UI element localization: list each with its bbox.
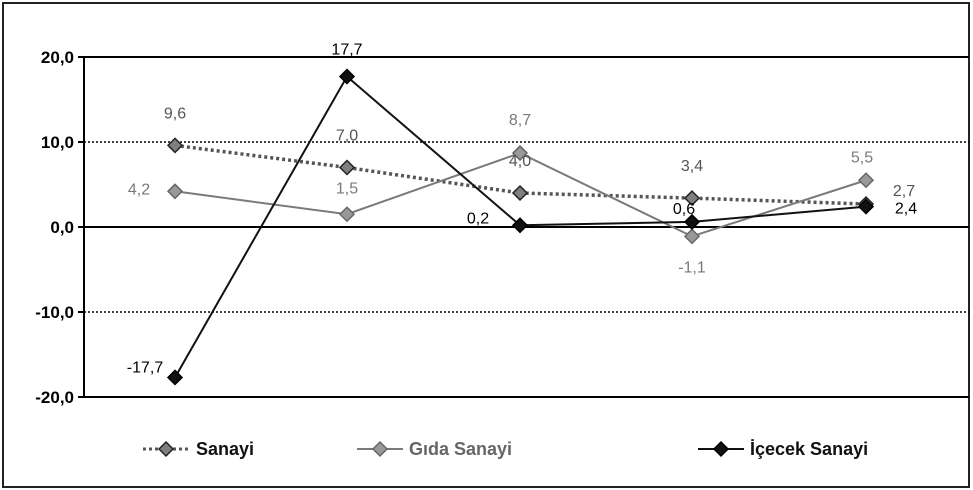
gridlines (84, 56, 969, 398)
data-label: 0,2 (467, 210, 489, 227)
y-tick-label: 20,0 (41, 48, 74, 67)
series-lines (166, 68, 875, 386)
y-axis: 20,0 10,0 0,0 -10,0 -20,0 (35, 48, 85, 407)
legend-marker (712, 440, 730, 458)
y-tick-label: -10,0 (35, 303, 74, 322)
legend-label: Gıda Sanayi (409, 439, 512, 459)
y-tick-label: 10,0 (41, 133, 74, 152)
legend-marker (157, 440, 175, 458)
data-label: 1,5 (336, 180, 358, 197)
data-label: -17,7 (127, 359, 164, 376)
data-label: 4,2 (128, 181, 150, 198)
data-label: 4,0 (509, 153, 531, 170)
y-tick-label: 0,0 (50, 218, 74, 237)
data-label: 17,7 (331, 42, 362, 59)
data-label: 2,4 (895, 201, 917, 218)
data-point (166, 183, 184, 200)
data-point (511, 184, 529, 202)
data-point (857, 172, 875, 189)
legend-label: İçecek Sanayi (750, 439, 868, 459)
data-point (511, 217, 529, 234)
data-label: 0,6 (673, 201, 695, 218)
data-point (338, 159, 356, 176)
data-point (511, 144, 529, 162)
data-label: -1,1 (678, 259, 706, 276)
legend-marker (371, 440, 389, 458)
data-point (683, 228, 701, 245)
y-tick-label: -20,0 (35, 388, 74, 407)
data-label: 5,5 (851, 149, 873, 166)
data-label: 7,0 (336, 128, 358, 145)
data-point (857, 198, 875, 215)
data-label: 2,7 (893, 183, 915, 200)
data-point (338, 68, 356, 85)
data-labels: 9,6 7,0 4,0 3,4 2,7 4,2 1,5 8,7 -1,1 5,5 -17,7 17,7… (127, 42, 917, 377)
data-point (166, 369, 184, 386)
data-label: 3,4 (681, 158, 703, 175)
data-point (166, 137, 184, 154)
data-point (683, 213, 701, 230)
data-label: 9,6 (164, 105, 186, 122)
data-point (683, 190, 701, 207)
legend: Sanayi Gıda Sanayi İçecek Sanayi (143, 439, 868, 459)
legend-label: Sanayi (196, 439, 254, 459)
data-label: 8,7 (509, 112, 531, 129)
data-point (338, 206, 356, 223)
